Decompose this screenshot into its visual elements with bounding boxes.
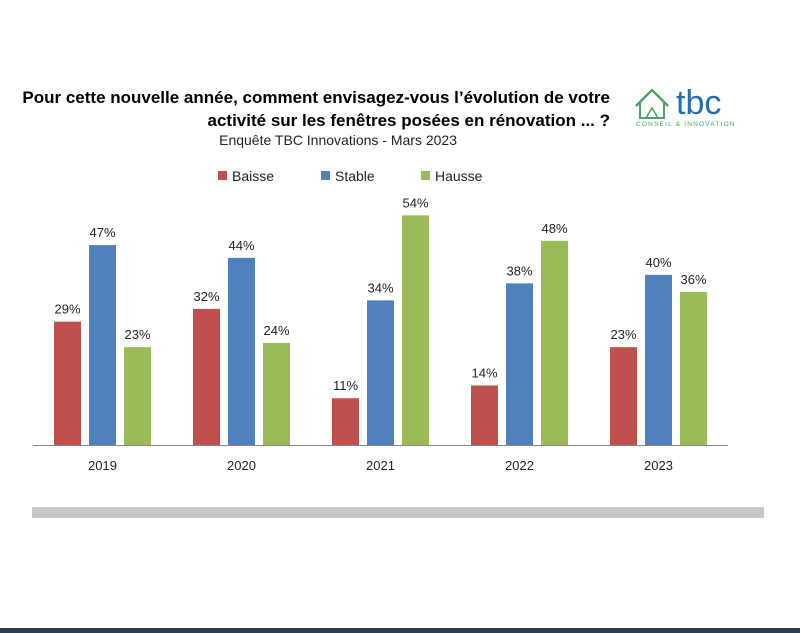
legend-label-hausse: Hausse [435,168,483,184]
legend-label-stable: Stable [335,168,375,184]
logo-text: tbc [676,84,722,122]
bar-stable-2022 [506,283,533,445]
x-tick-label-2020: 2020 [227,458,256,473]
legend-swatch-hausse [421,171,430,180]
legend-swatch-stable [321,171,330,180]
data-label-hausse-2019: 23% [124,327,150,342]
data-label-baisse-2022: 14% [471,365,497,380]
bar-chart: Baisse Stable Hausse 29% 47% 23% 2019 32% 44% 24%… [33,168,728,473]
bar-stable-2019 [89,245,116,445]
logo-tagline: CONSEIL & INNOVATION [636,121,736,128]
bar-hausse-2022 [541,240,568,445]
bar-hausse-2019 [124,347,151,445]
x-tick-label-2021: 2021 [366,458,395,473]
x-tick-label-2023: 2023 [644,458,673,473]
data-label-stable-2020: 44% [228,238,254,253]
data-label-stable-2022: 38% [506,263,532,278]
data-label-baisse-2021: 11% [333,378,358,393]
chart-subtitle: Enquête TBC Innovations - Mars 2023 [219,132,457,148]
bar-stable-2020 [228,257,255,445]
bar-hausse-2020 [263,342,290,445]
bar-stable-2021 [367,300,394,445]
chart-title-line-2: activité sur les fenêtres posées en réno… [207,111,610,130]
data-label-stable-2021: 34% [367,280,393,295]
data-label-stable-2019: 47% [89,225,115,240]
data-label-baisse-2020: 32% [193,289,219,304]
data-label-hausse-2022: 48% [541,221,567,236]
chart-title: Pour cette nouvelle année, comment envis… [20,86,610,132]
bar-baisse-2023 [610,347,637,445]
bottom-bar [0,628,800,633]
legend-swatch-baisse [218,171,227,180]
footer-band [32,507,764,518]
data-label-baisse-2019: 29% [54,302,80,317]
x-tick-label-2022: 2022 [505,458,534,473]
bar-stable-2023 [645,274,672,445]
data-label-baisse-2023: 23% [610,327,636,342]
bar-hausse-2021 [402,215,429,445]
legend-label-baisse: Baisse [232,168,274,184]
bar-baisse-2020 [193,308,220,445]
bar-baisse-2022 [471,385,498,445]
bar-baisse-2019 [54,321,81,445]
data-label-hausse-2020: 24% [263,323,289,338]
data-label-hausse-2021: 54% [402,195,428,210]
house-icon [635,88,669,119]
bar-hausse-2023 [680,291,707,445]
data-label-stable-2023: 40% [645,255,671,270]
data-label-hausse-2023: 36% [680,272,706,287]
chart-title-line-1: Pour cette nouvelle année, comment envis… [22,88,610,107]
x-tick-label-2019: 2019 [88,458,117,473]
bar-baisse-2021 [332,398,359,445]
